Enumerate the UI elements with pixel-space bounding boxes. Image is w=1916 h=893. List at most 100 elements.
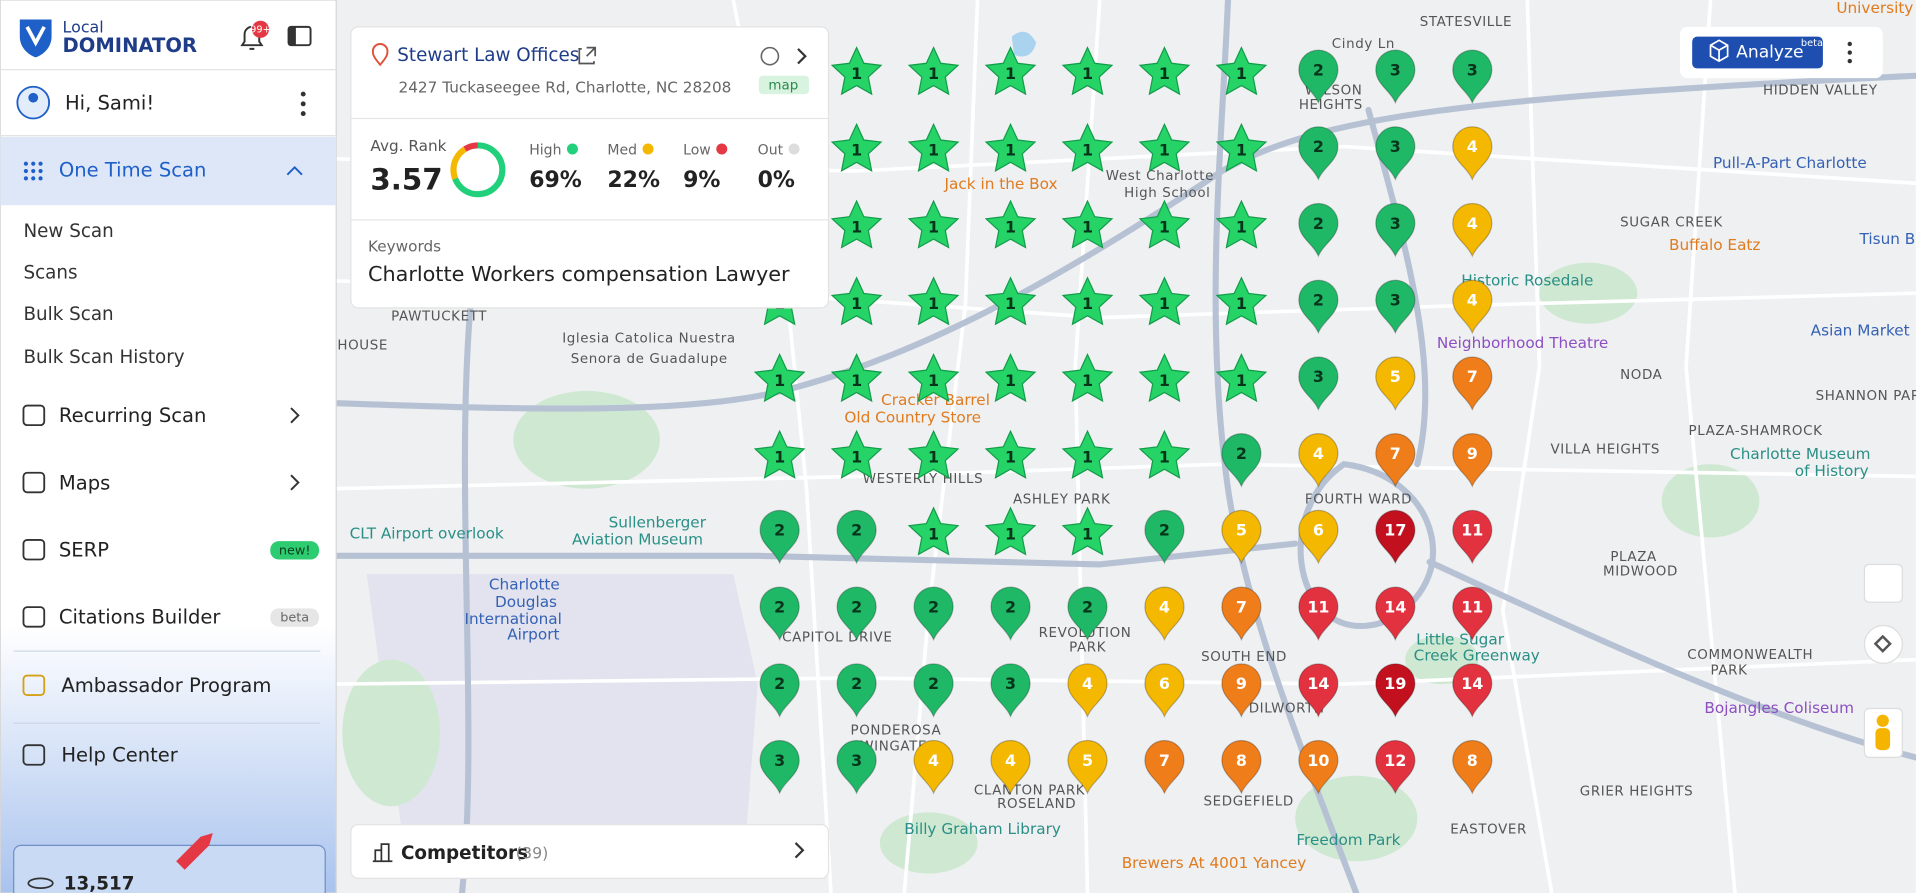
active-section[interactable] [0, 136, 337, 206]
rank-marker[interactable]: 2 [836, 509, 877, 565]
rank-marker[interactable]: 3 [1375, 279, 1416, 335]
rank-marker[interactable]: 3 [1298, 356, 1339, 412]
rank-marker[interactable]: 2 [1298, 279, 1339, 335]
sub-item[interactable]: New Scan [23, 221, 113, 242]
rank-marker[interactable]: 1 [907, 276, 960, 326]
rank-marker[interactable]: 8 [1221, 740, 1262, 795]
user-menu[interactable] [300, 91, 306, 117]
rank-marker[interactable]: 5 [1067, 740, 1108, 795]
rank-marker[interactable]: 1 [984, 199, 1037, 249]
rank-marker[interactable]: 4 [1298, 433, 1339, 488]
rank-marker[interactable]: 8 [1452, 740, 1493, 795]
rank-marker[interactable]: 14 [1375, 586, 1416, 642]
rank-marker[interactable]: 2 [836, 586, 877, 642]
rank-marker[interactable]: 1 [1138, 199, 1191, 249]
rank-marker[interactable]: 3 [1375, 126, 1416, 181]
rank-marker[interactable]: 1 [1061, 353, 1114, 403]
menu-item[interactable]: Maps [59, 471, 110, 494]
rank-marker[interactable]: 4 [1452, 279, 1493, 335]
rank-marker[interactable]: 11 [1452, 586, 1493, 642]
rank-marker[interactable]: 1 [984, 276, 1037, 326]
menu-item[interactable]: Citations Builder [59, 606, 222, 629]
rank-marker[interactable]: 7 [1375, 433, 1416, 488]
rank-marker[interactable]: 3 [836, 740, 877, 795]
rank-marker[interactable]: 11 [1298, 586, 1339, 642]
rank-marker[interactable]: 11 [1452, 509, 1493, 565]
rank-marker[interactable]: 12 [1375, 740, 1416, 795]
rank-marker[interactable]: 2 [1067, 586, 1108, 642]
rank-marker[interactable]: 1 [984, 353, 1037, 403]
rank-marker[interactable]: 1 [1215, 353, 1268, 403]
rank-marker[interactable]: 1 [1138, 46, 1191, 96]
rank-marker[interactable]: 2 [1298, 49, 1339, 105]
rank-marker[interactable]: 9 [1452, 433, 1493, 488]
rank-marker[interactable]: 1 [830, 276, 883, 326]
rank-marker[interactable]: 1 [984, 46, 1037, 96]
rank-marker[interactable]: 2 [759, 509, 800, 565]
rank-marker[interactable]: 2 [1298, 126, 1339, 181]
rank-marker[interactable]: 2 [759, 586, 800, 642]
sub-item[interactable]: Bulk Scan History [23, 347, 184, 368]
rank-marker[interactable]: 14 [1298, 663, 1339, 718]
rank-marker[interactable]: 2 [759, 663, 800, 718]
rank-marker[interactable]: 6 [1144, 663, 1185, 718]
rank-marker[interactable]: 4 [1144, 586, 1185, 642]
rank-marker[interactable]: 1 [907, 506, 960, 556]
rank-marker[interactable]: 1 [753, 353, 806, 403]
rank-marker[interactable]: 1 [1061, 199, 1114, 249]
fullscreen-button[interactable] [1863, 563, 1903, 603]
rank-marker[interactable]: 1 [907, 122, 960, 172]
rank-marker[interactable]: 1 [1138, 276, 1191, 326]
toolbar-menu[interactable] [1847, 41, 1852, 64]
rank-marker[interactable]: 10 [1298, 740, 1339, 795]
rank-marker[interactable]: 7 [1144, 740, 1185, 795]
rank-marker[interactable]: 4 [1452, 126, 1493, 181]
rank-marker[interactable]: 1 [830, 46, 883, 96]
rank-marker[interactable]: 1 [1061, 122, 1114, 172]
rank-marker[interactable]: 5 [1375, 356, 1416, 412]
menu-item[interactable]: Recurring Scan [59, 404, 206, 427]
rank-marker[interactable]: 1 [907, 353, 960, 403]
sub-item[interactable]: Bulk Scan [23, 304, 113, 325]
rank-marker[interactable]: 3 [1375, 49, 1416, 105]
rank-marker[interactable]: 1 [1138, 122, 1191, 172]
rank-marker[interactable]: 2 [913, 663, 954, 718]
rank-marker[interactable]: 7 [1452, 356, 1493, 412]
menu-item[interactable]: Ambassador Program [61, 674, 271, 697]
rank-marker[interactable]: 4 [1067, 663, 1108, 718]
menu-item[interactable]: SERP [59, 538, 109, 561]
rank-marker[interactable]: 3 [1452, 49, 1493, 105]
rank-marker[interactable]: 1 [984, 506, 1037, 556]
rank-marker[interactable]: 2 [913, 586, 954, 642]
collapse-icon[interactable] [287, 25, 312, 47]
rank-marker[interactable]: 1 [830, 199, 883, 249]
competitors-bar[interactable]: Competitors (39) [350, 823, 830, 879]
external-link-icon[interactable] [578, 46, 597, 65]
business-name[interactable]: Stewart Law Offices [397, 45, 579, 66]
rank-marker[interactable]: 1 [1061, 506, 1114, 556]
sub-item[interactable]: Scans [23, 263, 77, 284]
rank-marker[interactable]: 3 [990, 663, 1031, 718]
rank-marker[interactable]: 1 [830, 429, 883, 479]
rank-marker[interactable]: 1 [1215, 276, 1268, 326]
rank-marker[interactable]: 1 [984, 429, 1037, 479]
rank-marker[interactable]: 1 [1215, 199, 1268, 249]
rank-marker[interactable]: 17 [1375, 509, 1416, 565]
recenter-button[interactable] [1863, 624, 1903, 664]
rank-marker[interactable]: 1 [1215, 122, 1268, 172]
rank-marker[interactable]: 1 [830, 353, 883, 403]
rank-marker[interactable]: 2 [1144, 509, 1185, 565]
rank-marker[interactable]: 1 [830, 122, 883, 172]
rank-marker[interactable]: 1 [1061, 276, 1114, 326]
menu-item[interactable]: Help Center [61, 744, 178, 767]
rank-marker[interactable]: 2 [1221, 433, 1262, 488]
rank-marker[interactable]: 1 [1061, 46, 1114, 96]
rank-marker[interactable]: 4 [1452, 202, 1493, 258]
rank-marker[interactable]: 1 [907, 46, 960, 96]
info-icon[interactable] [760, 46, 780, 66]
rank-marker[interactable]: 19 [1375, 663, 1416, 718]
rank-marker[interactable]: 6 [1298, 509, 1339, 565]
rank-marker[interactable]: 1 [753, 429, 806, 479]
rank-marker[interactable]: 1 [907, 199, 960, 249]
rank-marker[interactable]: 4 [990, 740, 1031, 795]
